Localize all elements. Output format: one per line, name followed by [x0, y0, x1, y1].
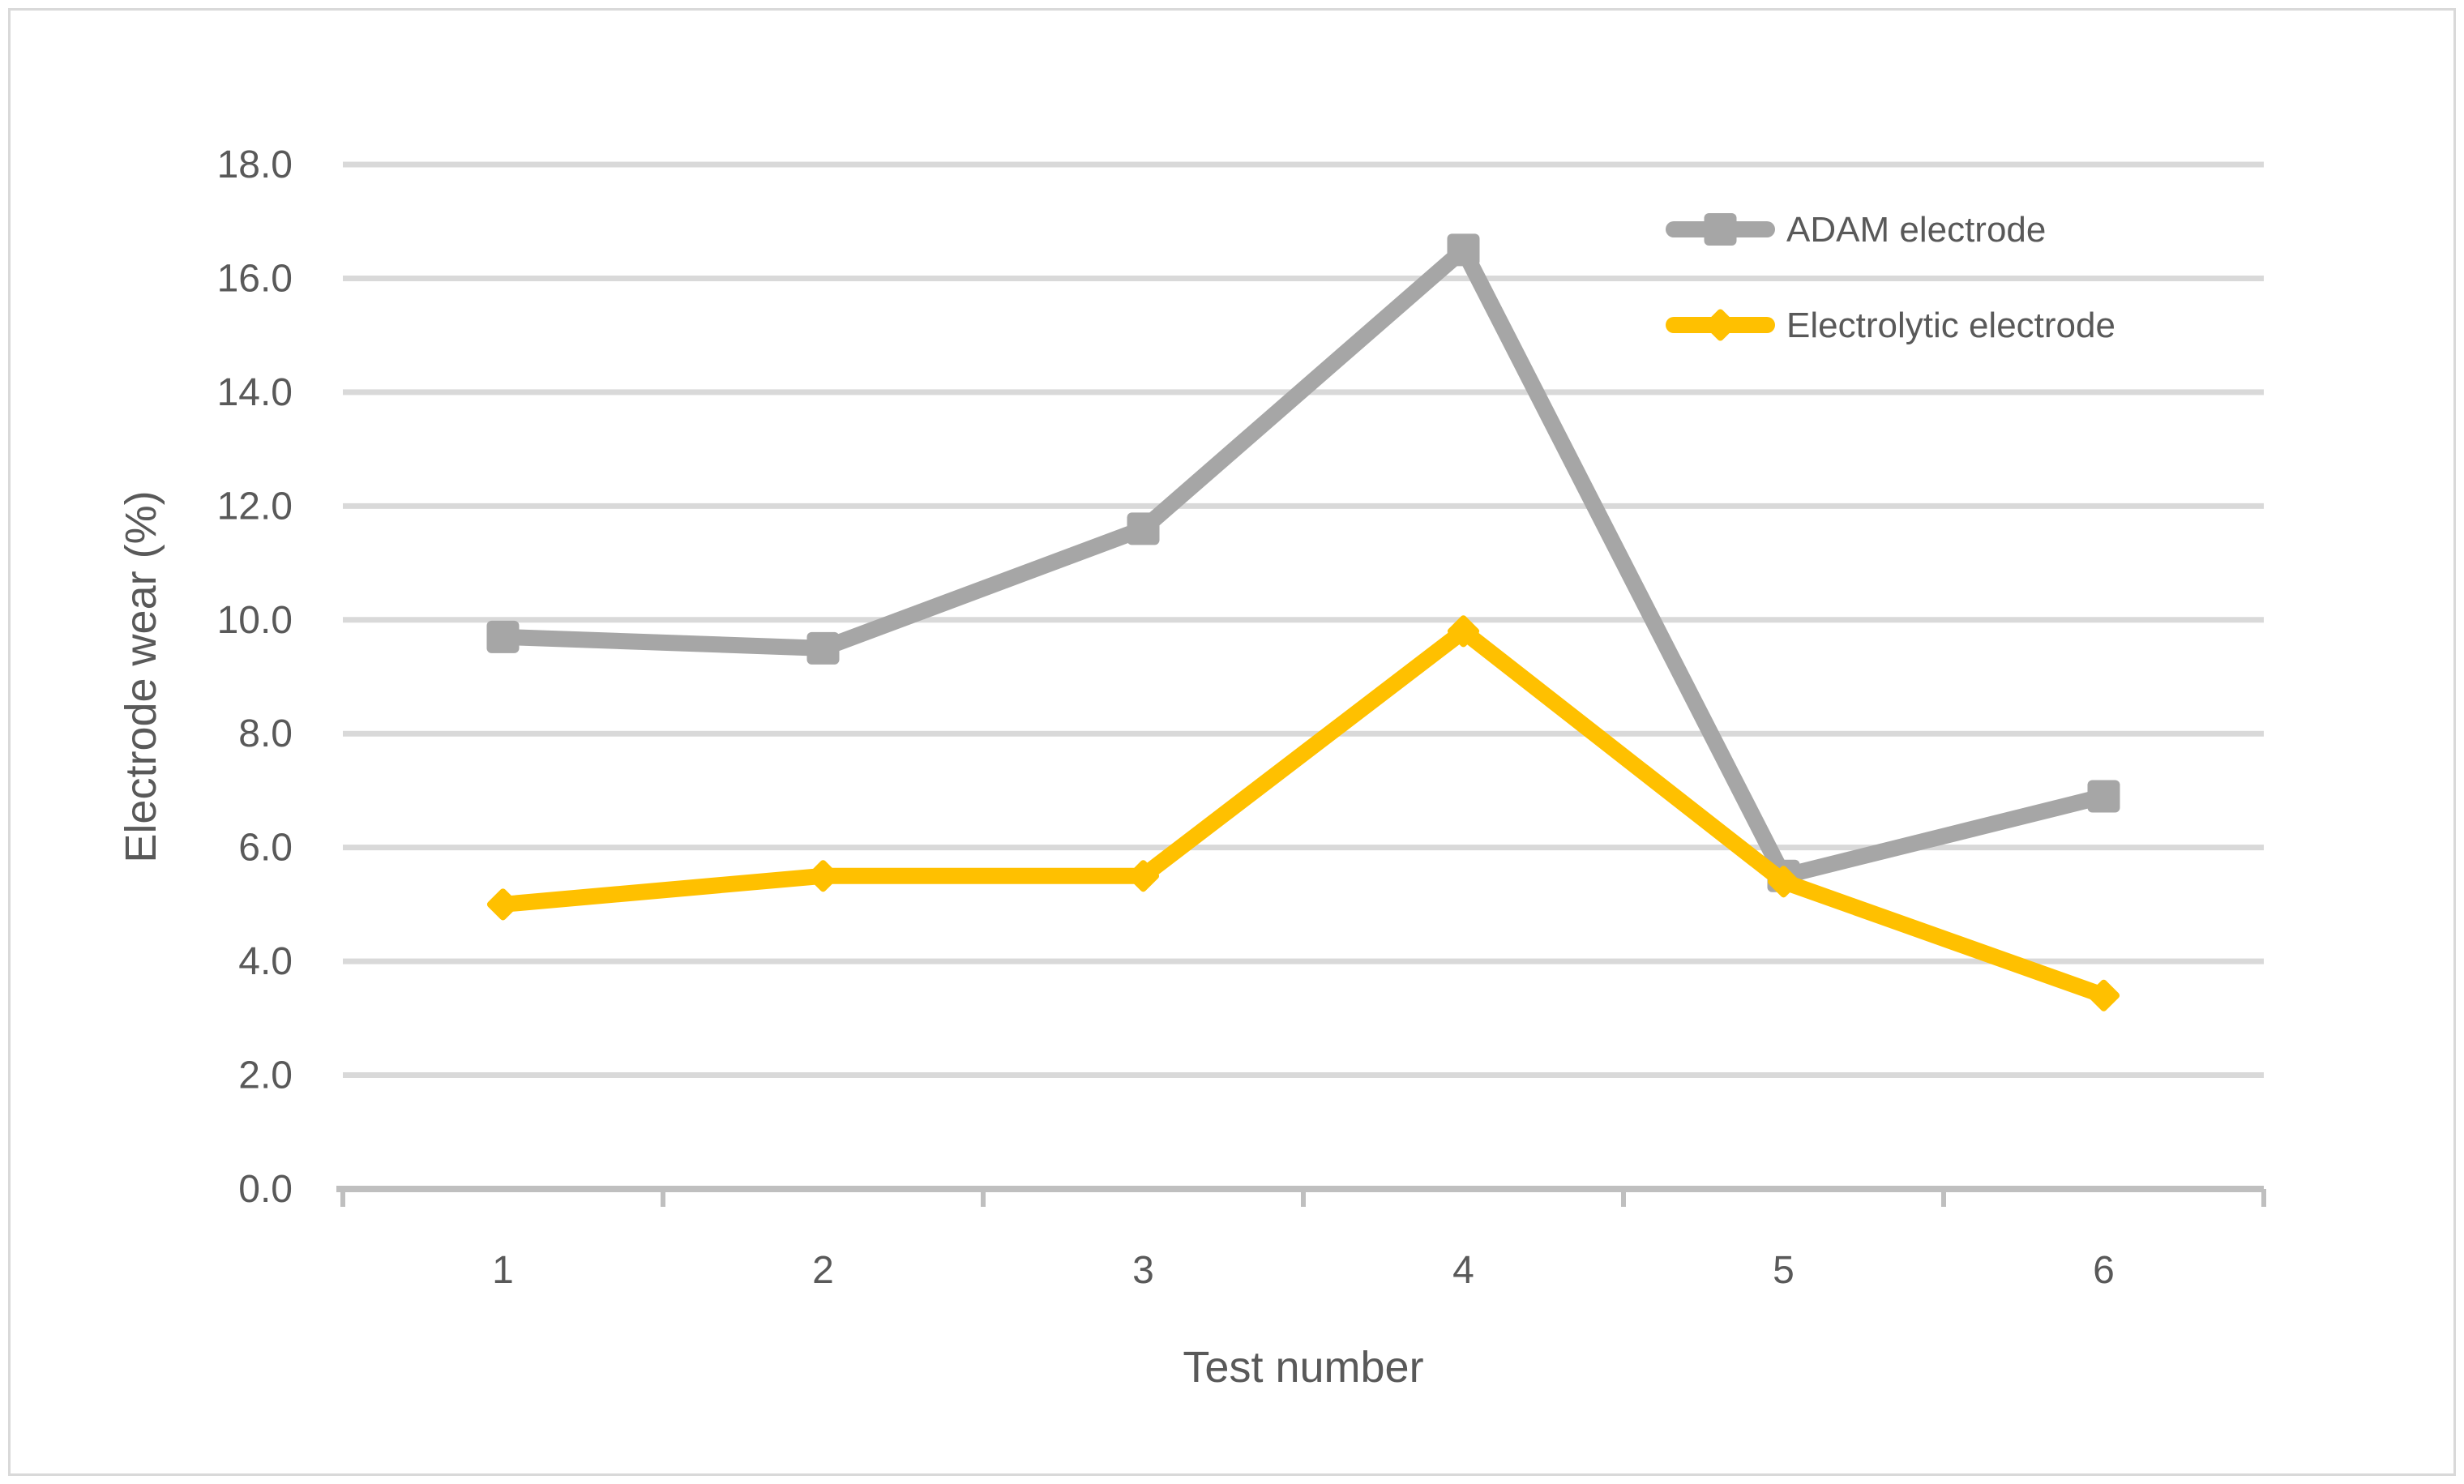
y-tick-label: 2.0: [238, 1054, 293, 1097]
x-axis-tick-labels: 1 2 3 4 5 6: [492, 1249, 2115, 1292]
legend-label: Electrolytic electrode: [1786, 306, 2115, 345]
diamond-marker: [1447, 615, 1480, 648]
y-axis-title: Electrode wear (%): [117, 490, 165, 862]
square-marker: [1447, 233, 1480, 267]
legend: ADAM electrode Electrolytic electrode: [1666, 210, 2115, 345]
diamond-marker: [1704, 309, 1737, 341]
diamond-marker: [486, 888, 520, 921]
y-tick-label: 4.0: [238, 940, 293, 983]
square-marker: [2087, 780, 2120, 813]
x-axis-title: Test number: [1183, 1343, 1423, 1392]
y-tick-label: 18.0: [217, 143, 293, 186]
square-marker: [806, 631, 840, 665]
x-tick-label: 1: [492, 1249, 514, 1292]
square-marker: [1127, 512, 1160, 545]
diamond-marker: [2087, 979, 2120, 1011]
series-electrolytic-electrode: [486, 615, 2120, 1011]
series-line-electrolytic-electrode: [494, 622, 2112, 1004]
y-tick-label: 16.0: [217, 257, 293, 300]
y-tick-label: 6.0: [238, 827, 293, 870]
x-tick-label: 4: [1452, 1249, 1474, 1292]
y-axis-tick-labels: 0.0 2.0 4.0 6.0 8.0 10.0 12.0 14.0 16.0 18.0: [217, 143, 293, 1211]
square-marker: [486, 620, 520, 653]
x-tick-label: 2: [812, 1249, 834, 1292]
axes: [336, 1186, 2266, 1207]
y-tick-label: 8.0: [238, 712, 293, 755]
diamond-marker: [806, 860, 840, 892]
diamond-marker: [1767, 866, 1800, 898]
x-tick-label: 5: [1773, 1249, 1795, 1292]
y-tick-label: 12.0: [217, 485, 293, 528]
legend-item-adam-electrode: ADAM electrode: [1666, 210, 2046, 250]
y-tick-label: 14.0: [217, 371, 293, 414]
series-line-adam-electrode: [494, 242, 2112, 884]
legend-label: ADAM electrode: [1786, 210, 2046, 250]
x-tick-label: 3: [1132, 1249, 1154, 1292]
legend-item-electrolytic-electrode: Electrolytic electrode: [1666, 306, 2115, 345]
y-tick-label: 0.0: [238, 1168, 293, 1211]
gridlines: [343, 161, 2264, 1079]
chart-figure: 0.0 2.0 4.0 6.0 8.0 10.0 12.0 14.0 16.0 18.0 1 2 3 4…: [8, 8, 2456, 1476]
y-tick-label: 10.0: [217, 599, 293, 642]
square-marker: [1704, 213, 1737, 246]
data-series: [486, 233, 2120, 1011]
diamond-marker: [1127, 860, 1160, 892]
x-tick-label: 6: [2093, 1249, 2115, 1292]
